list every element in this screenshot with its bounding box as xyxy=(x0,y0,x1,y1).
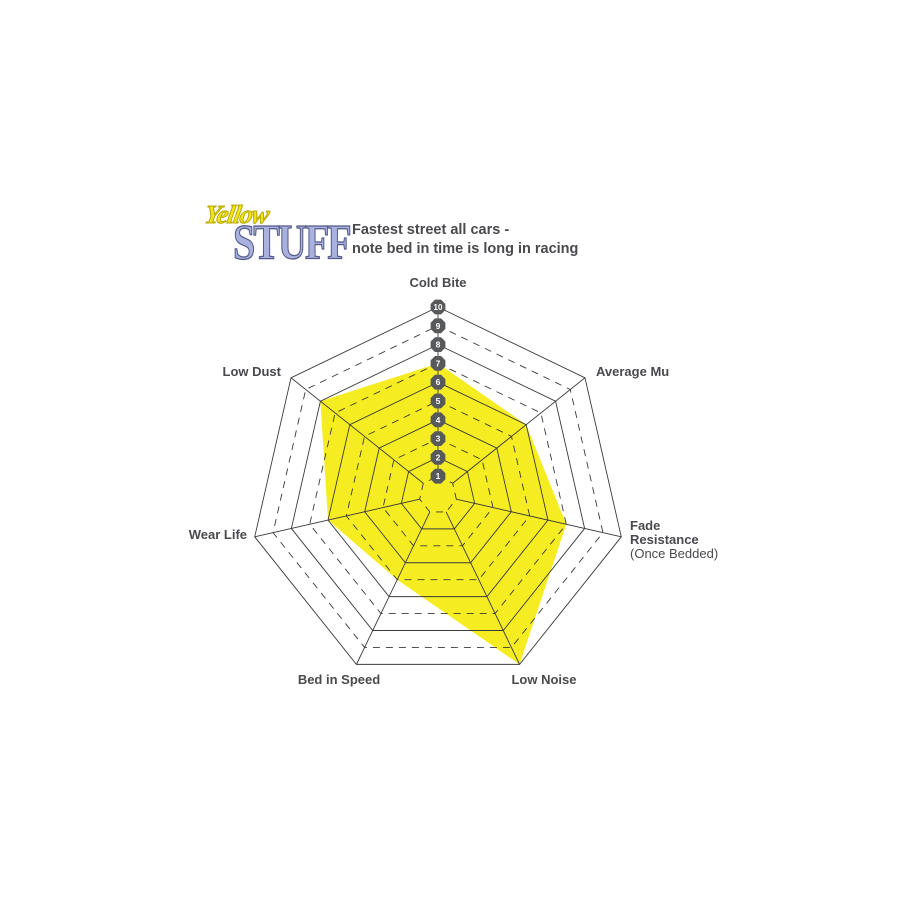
axis-label: Low Dust xyxy=(223,364,282,379)
axis-label: Fade Resistance (Once Bedded) xyxy=(630,518,718,561)
axis-spoke xyxy=(356,511,431,665)
grid-ring-7 xyxy=(309,362,567,615)
chart-title: Fastest street all cars - note bed in ti… xyxy=(352,221,578,259)
tick-badge xyxy=(430,468,446,484)
yellowstuff-logo: Yellow STUFF xyxy=(202,200,352,271)
grid-ring-3 xyxy=(382,438,494,547)
tick-label: 6 xyxy=(436,377,441,387)
tick-label: 3 xyxy=(436,434,441,444)
tick-label: 7 xyxy=(436,358,441,368)
grid-ring-1 xyxy=(419,475,457,513)
tick-label: 10 xyxy=(434,303,443,312)
tick-badge xyxy=(430,431,446,446)
axis-spoke xyxy=(445,511,520,665)
tick-badge xyxy=(430,393,446,409)
grid-ring-10 xyxy=(254,306,622,665)
axis-spoke xyxy=(290,377,424,484)
tick-badge xyxy=(430,374,446,390)
tick-label: 9 xyxy=(436,321,441,331)
axis-label: Wear Life xyxy=(189,527,247,542)
tick-badge xyxy=(430,318,446,334)
axis-label: Low Noise xyxy=(511,672,576,687)
axis-spoke xyxy=(254,498,420,538)
axis-spoke xyxy=(452,377,586,484)
tick-label: 5 xyxy=(436,396,441,406)
axis-label: Cold Bite xyxy=(409,275,466,290)
tick-label: 4 xyxy=(436,415,441,425)
logo-text-stuff: STUFF xyxy=(233,213,353,271)
tick-label: 8 xyxy=(436,340,441,350)
tick-badge xyxy=(430,450,446,465)
tick-label: 1 xyxy=(436,471,441,481)
tick-badge xyxy=(430,356,446,371)
tick-badge xyxy=(430,299,446,315)
grid-ring-2 xyxy=(400,456,476,530)
title-line-1: Fastest street all cars - xyxy=(352,222,510,238)
axis-spoke xyxy=(456,498,622,538)
tick-badge xyxy=(430,412,446,428)
grid-ring-6 xyxy=(327,381,549,598)
tick-label: 2 xyxy=(436,452,441,462)
axis-label: Average Mu xyxy=(596,364,669,379)
axis-label: Bed in Speed xyxy=(298,672,380,687)
grid-ring-8 xyxy=(290,344,586,631)
grid-ring-4 xyxy=(364,419,512,564)
grid-ring-5 xyxy=(345,400,531,581)
axis-sublabel: (Once Bedded) xyxy=(630,546,718,561)
data-polygon xyxy=(320,363,567,665)
title-line-2: note bed in time is long in racing xyxy=(352,241,579,257)
tick-badge xyxy=(430,337,446,352)
grid-ring-9 xyxy=(272,325,604,648)
